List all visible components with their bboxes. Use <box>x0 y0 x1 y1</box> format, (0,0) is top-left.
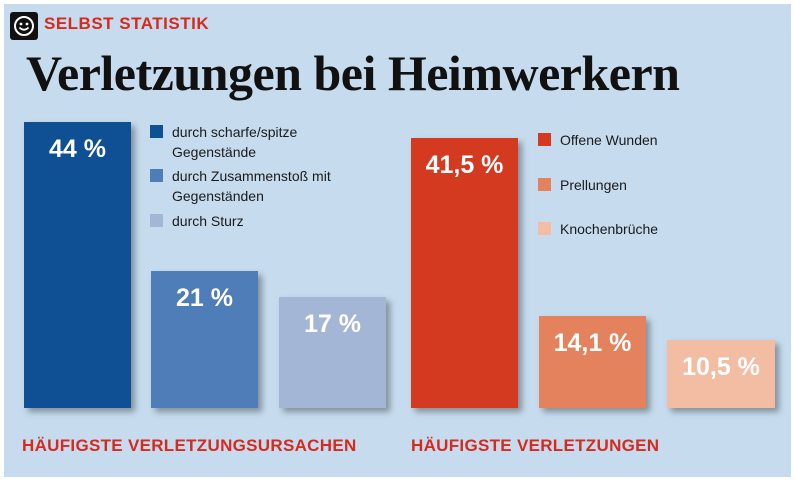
infographic-panel: SELBST STATISTIK Verletzungen bei Heimwe… <box>4 4 791 477</box>
chart2-bar-label-1: 41,5 % <box>425 151 504 179</box>
legend-label: durch Sturz <box>172 213 244 229</box>
legend-label: Prellungen <box>560 177 627 193</box>
chart1-title: HÄUFIGSTE VERLETZUNGSURSACHEN <box>22 436 357 455</box>
legend-swatch <box>150 169 163 182</box>
chart1-bar-3: 17 % <box>279 297 386 408</box>
page-title: Verletzungen bei Heimwerkern <box>26 45 680 101</box>
chart1-bar-label-2: 21 % <box>176 284 233 312</box>
legend-swatch <box>538 178 551 191</box>
legend-label: durch scharfe/spitze Gegenstände <box>172 124 298 160</box>
chart2-bar-label-2: 14,1 % <box>553 329 632 357</box>
chart1-bar-1: 44 % <box>24 122 131 408</box>
kicker: SELBST STATISTIK <box>44 14 210 33</box>
chart2-bar-label-3: 10,5 % <box>682 353 760 381</box>
legend-swatch <box>538 133 551 146</box>
legend-swatch <box>538 222 551 235</box>
legend-label: Offene Wunden <box>560 132 658 148</box>
chart1-bar-label-3: 17 % <box>304 310 361 338</box>
chart2-bar-1: 41,5 % <box>411 138 518 408</box>
legend-label: Knochenbrüche <box>560 221 659 237</box>
chart2-bar-2: 14,1 % <box>539 316 646 408</box>
legend-label: durch Zusammenstoß mit Gegenständen <box>172 168 331 204</box>
chart1-bar-label-1: 44 % <box>49 135 106 163</box>
chart2-title: HÄUFIGSTE VERLETZUNGEN <box>411 436 660 455</box>
chart2-bar-3: 10,5 % <box>667 340 775 408</box>
chart1-bar-2: 21 % <box>151 271 258 408</box>
legend-swatch <box>150 125 163 138</box>
legend-swatch <box>150 214 163 227</box>
smiley-logo-icon <box>10 12 38 40</box>
